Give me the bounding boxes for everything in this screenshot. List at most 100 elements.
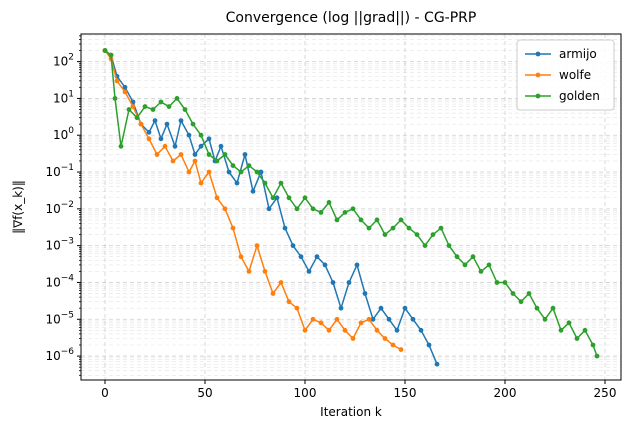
y-axis: 10−6 10−5 10−4 10−3 10−2 10−1 100 101 102 bbox=[45, 35, 81, 376]
data-point-golden bbox=[390, 225, 396, 231]
legend-label-wolfe: wolfe bbox=[559, 68, 591, 82]
data-point-golden bbox=[166, 104, 172, 109]
legend: armijo wolfe golden bbox=[516, 39, 615, 111]
data-point-golden bbox=[310, 206, 316, 212]
data-point-golden bbox=[510, 291, 516, 296]
legend-label-armijo: armijo bbox=[559, 47, 597, 61]
x-tick-label: 50 bbox=[197, 386, 212, 400]
data-point-armijo bbox=[250, 188, 256, 194]
data-point-armijo bbox=[122, 84, 128, 90]
data-point-wolfe bbox=[374, 327, 380, 333]
data-point-golden bbox=[174, 96, 180, 101]
data-point-armijo bbox=[198, 143, 204, 149]
data-point-armijo bbox=[164, 121, 170, 127]
series-line-golden bbox=[104, 49, 598, 357]
data-point-armijo bbox=[410, 316, 416, 322]
data-point-golden bbox=[438, 225, 444, 231]
data-point-golden bbox=[366, 225, 372, 231]
data-point-armijo bbox=[274, 195, 280, 201]
data-point-armijo bbox=[370, 316, 376, 322]
data-point-armijo bbox=[266, 206, 272, 212]
data-point-wolfe bbox=[310, 316, 316, 322]
data-point-armijo bbox=[158, 136, 164, 142]
data-point-wolfe bbox=[302, 327, 308, 333]
data-point-armijo bbox=[258, 169, 264, 175]
data-point-golden bbox=[478, 269, 484, 274]
data-point-wolfe bbox=[170, 158, 176, 164]
chart-title: Convergence (log ||grad||) - CG-PRP bbox=[226, 10, 477, 26]
data-point-golden bbox=[462, 262, 468, 268]
data-point-wolfe bbox=[146, 136, 152, 142]
data-point-armijo bbox=[386, 316, 392, 322]
data-point-golden bbox=[142, 104, 148, 109]
y-tick-label: 10−3 bbox=[45, 237, 74, 253]
data-point-golden bbox=[118, 143, 124, 149]
data-point-wolfe bbox=[206, 169, 212, 175]
data-point-armijo bbox=[226, 169, 232, 175]
data-point-wolfe bbox=[230, 225, 236, 231]
data-point-golden bbox=[446, 243, 452, 249]
data-point-armijo bbox=[434, 361, 440, 367]
data-point-wolfe bbox=[366, 316, 372, 322]
data-point-golden bbox=[542, 316, 548, 322]
y-tick-label: 10−5 bbox=[45, 310, 74, 326]
data-point-golden bbox=[454, 254, 460, 260]
data-point-golden bbox=[230, 163, 236, 169]
data-point-wolfe bbox=[270, 291, 276, 296]
data-point-golden bbox=[214, 158, 220, 164]
data-point-armijo bbox=[346, 280, 352, 285]
data-point-wolfe bbox=[122, 89, 128, 95]
data-point-wolfe bbox=[342, 327, 348, 333]
data-point-wolfe bbox=[114, 78, 120, 84]
data-point-golden bbox=[246, 163, 252, 169]
data-point-golden bbox=[108, 52, 114, 58]
data-point-wolfe bbox=[382, 336, 388, 341]
data-point-golden bbox=[574, 336, 580, 341]
data-point-armijo bbox=[192, 152, 198, 157]
data-point-golden bbox=[334, 217, 340, 223]
data-point-armijo bbox=[426, 342, 432, 348]
data-point-armijo bbox=[282, 225, 288, 231]
data-point-wolfe bbox=[192, 158, 198, 164]
series-line-armijo bbox=[104, 49, 438, 365]
data-point-golden bbox=[558, 327, 564, 333]
data-point-armijo bbox=[378, 305, 384, 311]
data-point-armijo bbox=[402, 305, 408, 311]
data-point-golden bbox=[382, 232, 388, 238]
data-point-armijo bbox=[354, 262, 360, 268]
series-wolfe bbox=[102, 48, 404, 352]
data-point-armijo bbox=[218, 143, 224, 149]
grid bbox=[81, 34, 621, 380]
data-point-golden bbox=[270, 195, 276, 201]
data-point-wolfe bbox=[130, 104, 136, 109]
data-point-armijo bbox=[362, 291, 368, 296]
data-point-golden bbox=[206, 152, 212, 157]
data-point-armijo bbox=[152, 118, 158, 123]
data-point-golden bbox=[326, 200, 332, 205]
data-point-armijo bbox=[338, 305, 344, 311]
data-point-golden bbox=[494, 280, 500, 285]
data-point-wolfe bbox=[154, 152, 160, 157]
data-point-golden bbox=[422, 243, 428, 249]
plot-frame bbox=[80, 33, 622, 381]
data-point-golden bbox=[486, 262, 492, 268]
y-tick-label: 100 bbox=[53, 126, 74, 142]
data-point-golden bbox=[566, 320, 572, 326]
y-tick-label: 101 bbox=[53, 89, 74, 105]
data-point-wolfe bbox=[198, 180, 204, 186]
data-point-armijo bbox=[186, 132, 192, 138]
y-tick-label: 10−2 bbox=[45, 200, 74, 216]
data-point-golden bbox=[286, 195, 292, 201]
data-point-armijo bbox=[234, 180, 240, 186]
data-point-armijo bbox=[178, 118, 184, 123]
data-point-golden bbox=[262, 180, 268, 186]
y-tick-label: 10−4 bbox=[45, 273, 74, 289]
x-axis: 0 50 100 150 200 250 bbox=[101, 380, 616, 400]
data-point-golden bbox=[414, 232, 420, 238]
data-point-golden bbox=[470, 254, 476, 260]
x-tick-label: 100 bbox=[294, 386, 317, 400]
data-point-wolfe bbox=[350, 336, 356, 341]
data-point-golden bbox=[278, 180, 284, 186]
data-point-golden bbox=[406, 225, 412, 231]
